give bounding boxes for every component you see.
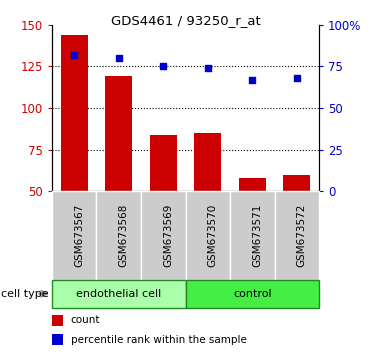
Bar [239,178,266,191]
Text: GSM673572: GSM673572 [297,204,307,267]
Point [71,52,77,58]
Text: GSM673567: GSM673567 [74,204,84,267]
Point [249,77,255,82]
Text: GSM673571: GSM673571 [252,204,262,267]
Text: GSM673568: GSM673568 [119,204,129,267]
Text: endothelial cell: endothelial cell [76,289,161,299]
Bar [61,35,88,191]
Bar [96,191,141,280]
Bar [52,335,63,346]
Text: cell type: cell type [1,289,48,299]
Bar [150,135,177,191]
Text: count: count [70,315,100,325]
Bar [275,191,319,280]
Bar [186,280,319,308]
Text: percentile rank within the sample: percentile rank within the sample [70,335,246,345]
Bar [194,133,221,191]
Bar [52,315,63,326]
Bar [52,280,186,308]
Bar [105,76,132,191]
Bar [230,191,275,280]
Text: GSM673570: GSM673570 [208,204,218,267]
Point [294,75,300,81]
Text: GSM673569: GSM673569 [163,204,173,267]
Text: GDS4461 / 93250_r_at: GDS4461 / 93250_r_at [111,14,260,27]
Point [205,65,211,71]
Point [116,55,122,61]
Bar [283,175,310,191]
Bar [141,191,186,280]
Point [160,63,166,69]
Bar [52,191,96,280]
Bar [186,191,230,280]
Text: control: control [233,289,272,299]
